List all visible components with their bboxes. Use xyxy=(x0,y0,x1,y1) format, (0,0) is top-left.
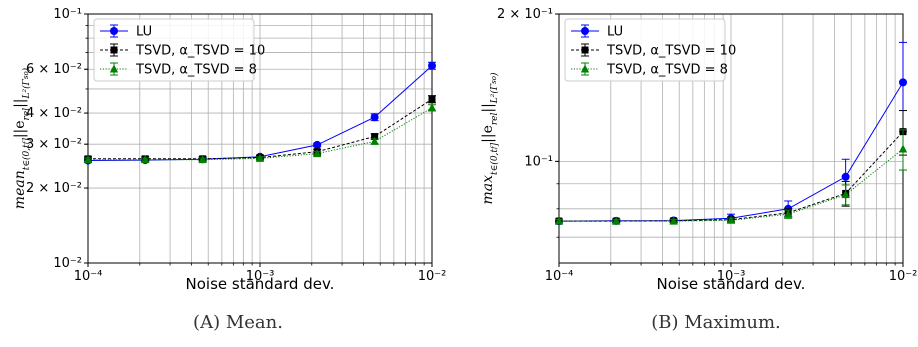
data-point xyxy=(427,103,437,112)
y-tick-label: 6 × 10⁻² xyxy=(26,62,82,77)
data-point xyxy=(726,215,736,224)
y-tick-label: 10⁻¹ xyxy=(53,7,82,22)
data-point xyxy=(841,172,850,181)
data-point xyxy=(371,133,379,141)
legend-label: LU xyxy=(607,25,623,40)
x-tick-label: 10⁻⁴ xyxy=(74,269,103,284)
legend-label: TSVD, α_TSVD = 10 xyxy=(606,44,736,59)
x-tick-label: 10⁻² xyxy=(418,269,447,284)
legend-marker xyxy=(110,27,118,35)
legend-box xyxy=(93,18,255,82)
data-point xyxy=(313,140,322,149)
data-point xyxy=(783,209,793,218)
legend: LU TSVD, α_TSVD = 10 TSVD, α_TSVD = 8 xyxy=(93,18,265,82)
y-tick-label: 2 × 10⁻¹ xyxy=(497,7,553,22)
x-tick-label: 10⁻³ xyxy=(717,269,746,284)
data-point xyxy=(83,155,93,164)
figure-caption: (A) Mean. xyxy=(193,312,283,333)
legend-marker xyxy=(109,64,119,73)
data-point xyxy=(428,61,436,70)
legend-box xyxy=(564,18,726,82)
legend-label: TSVD, α_TSVD = 10 xyxy=(135,44,265,59)
legend-label: TSVD, α_TSVD = 8 xyxy=(135,63,257,78)
chart-panel-a: 10⁻⁴ 10⁻³ 10⁻² 10⁻² 2 × 10⁻² 3 × 10⁻² 4 × 10⁻²… xyxy=(12,7,446,333)
y-tick-label: 10⁻¹ xyxy=(524,154,553,169)
y-tick-label: 2 × 10⁻² xyxy=(26,181,82,196)
data-point xyxy=(899,78,907,87)
figure-caption: (B) Maximum. xyxy=(651,312,781,333)
legend: LU TSVD, α_TSVD = 10 TSVD, α_TSVD = 8 xyxy=(564,18,736,82)
x-tick-label: 10⁻³ xyxy=(246,269,275,284)
data-point xyxy=(312,149,322,158)
data-point xyxy=(370,113,379,122)
x-tick-label: 10⁻⁴ xyxy=(545,269,574,284)
legend-label: TSVD, α_TSVD = 8 xyxy=(606,63,728,78)
data-point xyxy=(428,95,436,103)
data-point xyxy=(255,153,265,162)
y-tick-label: 3 × 10⁻² xyxy=(26,137,82,152)
legend-marker xyxy=(581,46,589,54)
y-tick-label: 4 × 10⁻² xyxy=(26,106,82,121)
x-axis-label: Noise standard dev. xyxy=(186,275,335,293)
series-tsvd-8 xyxy=(554,129,908,225)
chart-panel-b: 10⁻⁴ 10⁻³ 10⁻² 10⁻¹ 2 × 10⁻¹ Noise standard d… xyxy=(480,7,917,333)
legend-label: LU xyxy=(136,25,152,40)
data-point xyxy=(198,155,207,164)
y-axis-label: maxt∈(0,tf]||erel||L²(Γso) xyxy=(480,72,500,204)
data-point xyxy=(669,216,678,225)
x-axis-label: Noise standard dev. xyxy=(657,275,806,293)
data-point xyxy=(898,144,908,153)
legend-marker xyxy=(580,64,590,73)
y-tick-label: 10⁻² xyxy=(53,256,82,271)
data-point xyxy=(140,155,150,164)
y-axis-label: meant∈(0,tf]||erel||L²(Γso) xyxy=(12,67,32,209)
legend-marker xyxy=(581,27,589,35)
data-point xyxy=(554,216,564,225)
legend-marker xyxy=(110,46,118,54)
data-point xyxy=(611,216,621,225)
x-tick-label: 10⁻² xyxy=(889,269,918,284)
series-tsvd-8 xyxy=(83,103,437,164)
data-point xyxy=(841,190,850,199)
data-point xyxy=(370,136,379,145)
